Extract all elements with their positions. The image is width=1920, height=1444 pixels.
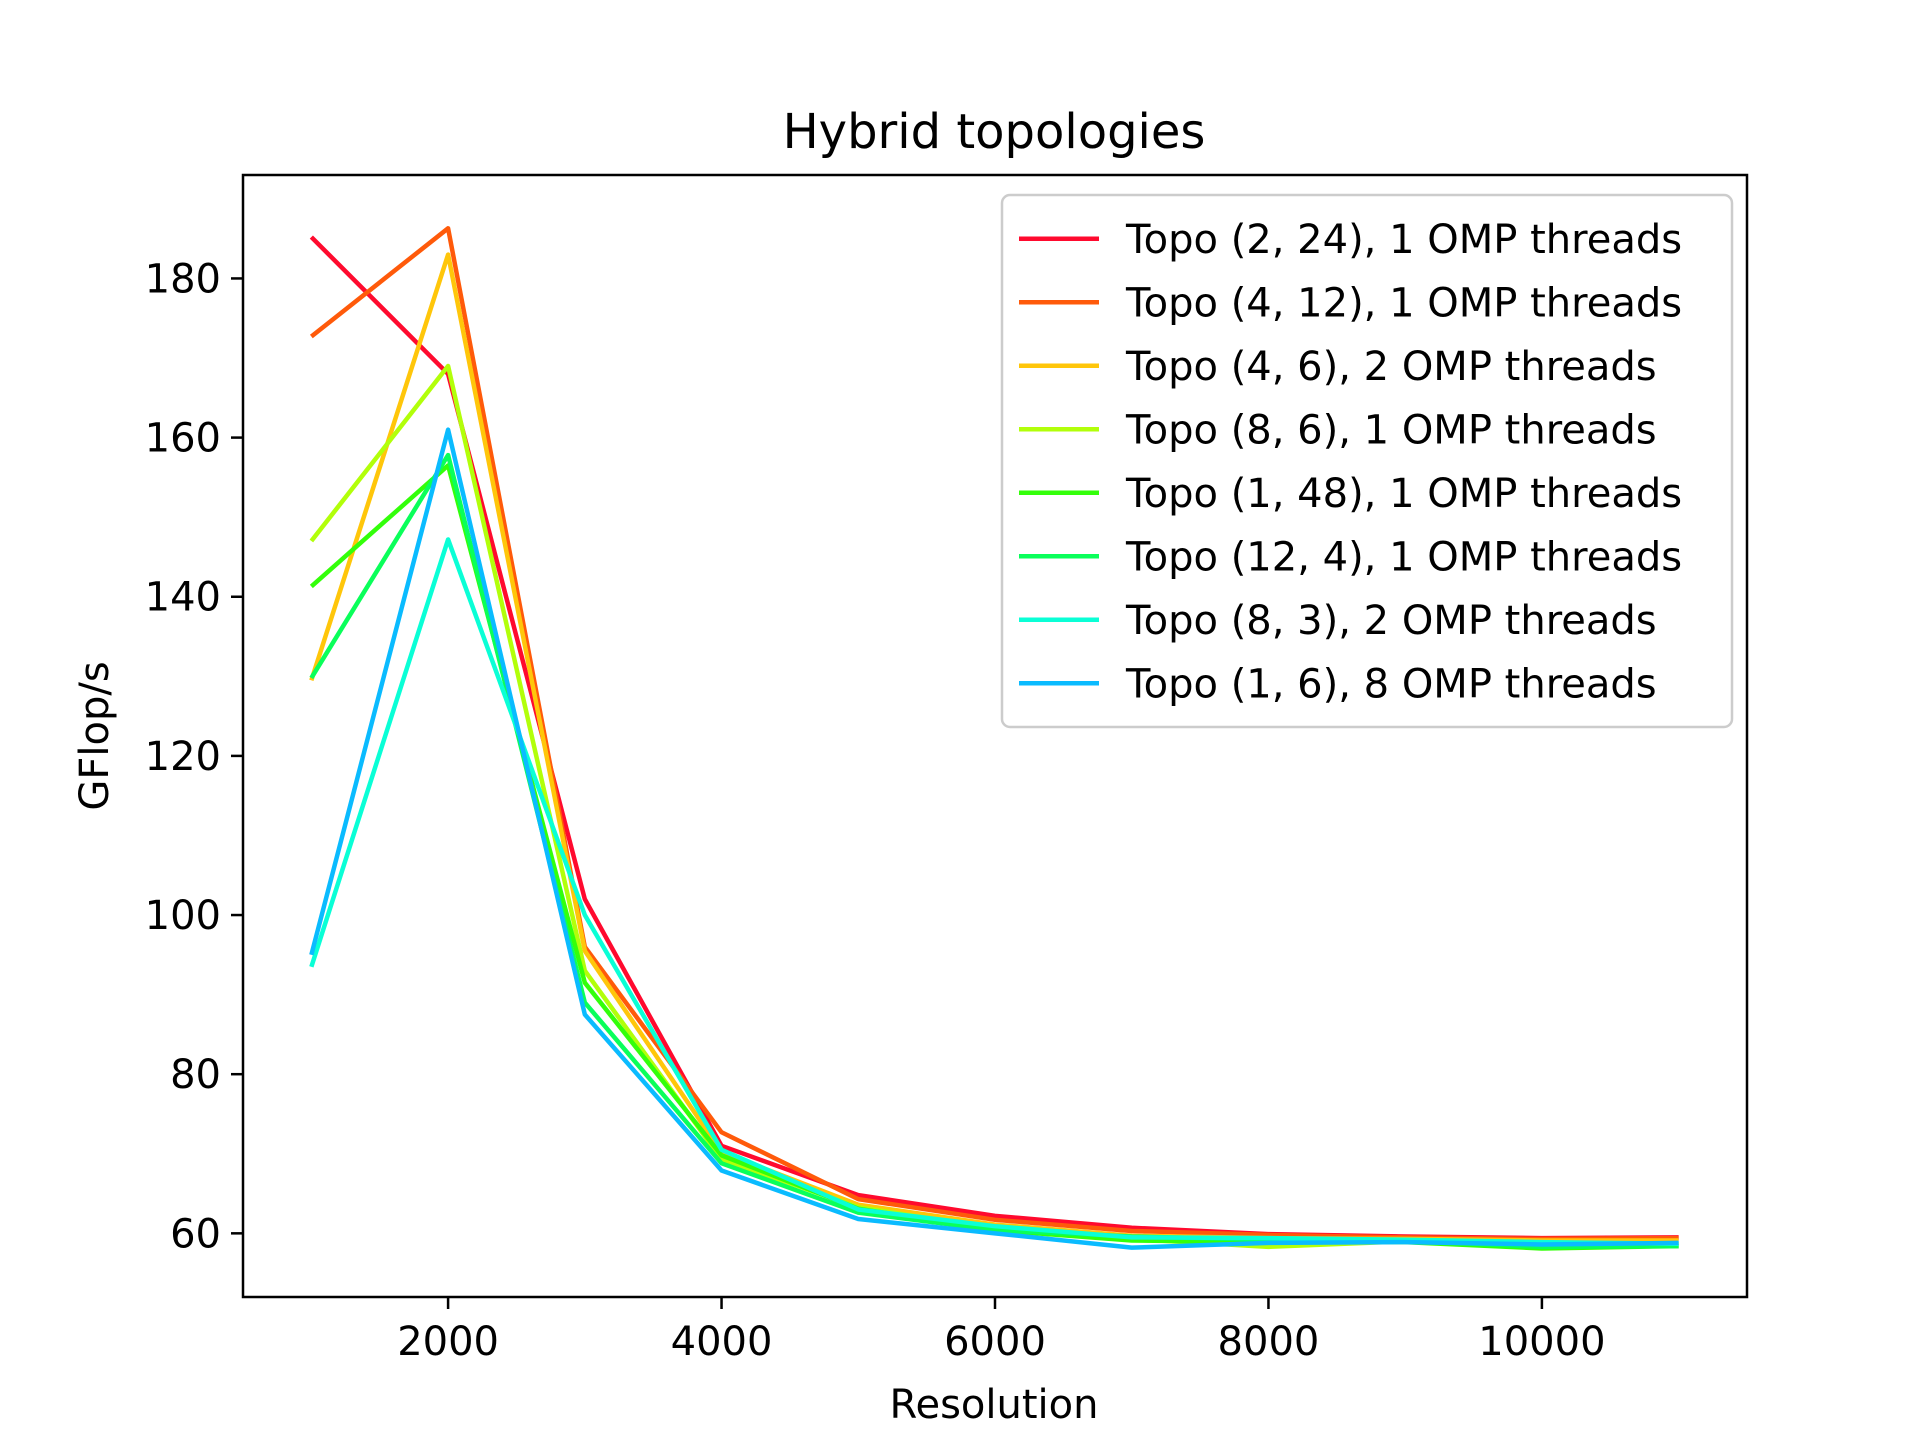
x-axis-ticks: 2000 4000 6000 8000 10000 <box>397 1297 1606 1365</box>
legend-box <box>1000 193 1734 729</box>
chart-title: Hybrid topologies <box>783 104 1206 160</box>
y-tick-label: 100 <box>145 893 221 939</box>
x-axis-label: Resolution <box>889 1382 1098 1428</box>
series-line-7 <box>309 537 1679 1246</box>
y-tick-label: 140 <box>145 575 221 621</box>
legend-label-3: Topo (4, 6), 2 OMP threads <box>1125 344 1657 390</box>
legend: Topo (2, 24), 1 OMP threads Topo (4, 12),… <box>1000 193 1734 729</box>
y-axis-label: GFlop/s <box>72 661 118 810</box>
y-tick-label: 160 <box>145 416 221 462</box>
y-tick-label: 60 <box>170 1211 221 1257</box>
x-tick-label: 8000 <box>1218 1319 1320 1365</box>
y-tick-label: 120 <box>145 734 221 780</box>
x-tick-label: 4000 <box>671 1319 773 1365</box>
x-tick-label: 2000 <box>397 1319 499 1365</box>
y-tick-label: 80 <box>170 1052 221 1098</box>
legend-label-4: Topo (8, 6), 1 OMP threads <box>1125 407 1657 453</box>
y-tick-label: 180 <box>145 256 221 302</box>
series-layer <box>309 226 1679 1251</box>
legend-label-2: Topo (4, 12), 1 OMP threads <box>1125 280 1682 326</box>
legend-label-8: Topo (1, 6), 8 OMP threads <box>1125 661 1657 707</box>
legend-label-1: Topo (2, 24), 1 OMP threads <box>1125 217 1682 263</box>
legend-label-6: Topo (12, 4), 1 OMP threads <box>1125 534 1682 580</box>
legend-label-7: Topo (8, 3), 2 OMP threads <box>1125 598 1657 644</box>
legend-label-5: Topo (1, 48), 1 OMP threads <box>1125 471 1682 517</box>
y-axis-ticks: 60 80 100 120 140 160 180 <box>145 256 243 1257</box>
x-tick-label: 6000 <box>944 1319 1046 1365</box>
series-line-8 <box>309 427 1679 1250</box>
x-tick-label: 10000 <box>1478 1319 1605 1365</box>
